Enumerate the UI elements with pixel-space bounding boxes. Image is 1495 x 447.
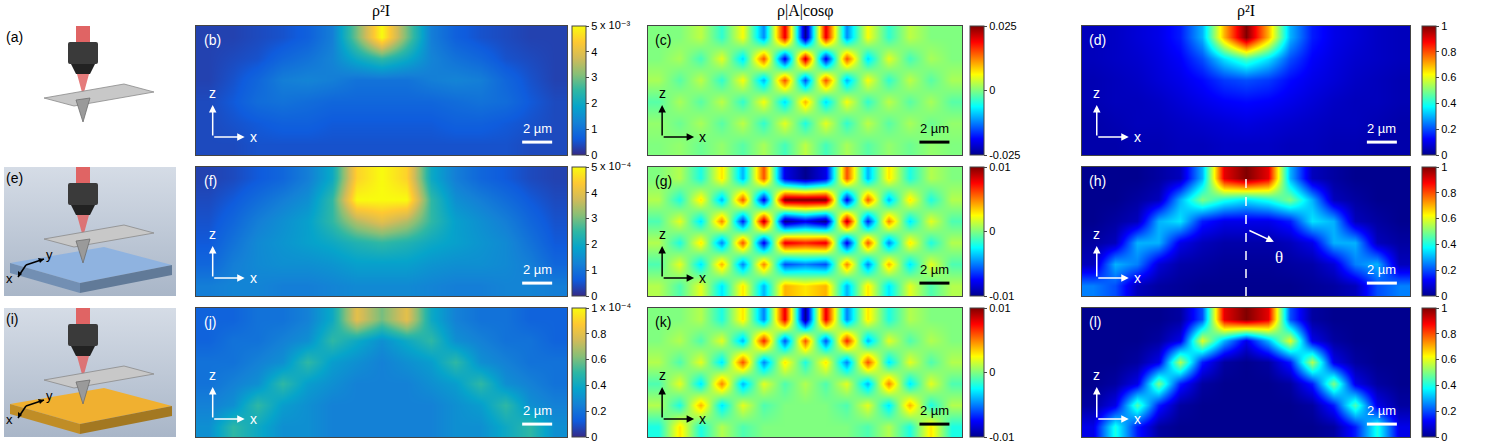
svg-text:2 µm: 2 µm (920, 403, 949, 418)
svg-text:0.2: 0.2 (1441, 264, 1456, 276)
svg-text:x 10⁻⁴: x 10⁻⁴ (600, 301, 632, 313)
svg-text:x 10⁻³: x 10⁻³ (600, 19, 631, 31)
svg-text:x: x (699, 411, 706, 427)
svg-text:0: 0 (989, 225, 995, 237)
svg-text:2 µm: 2 µm (920, 262, 949, 277)
svg-text:(i): (i) (6, 311, 18, 327)
svg-text:0.01: 0.01 (989, 302, 1010, 314)
svg-text:3: 3 (591, 71, 597, 83)
svg-text:4: 4 (591, 46, 597, 58)
svg-text:x: x (250, 129, 257, 145)
svg-text:z: z (1093, 226, 1100, 242)
svg-text:x: x (1134, 129, 1141, 145)
svg-text:0: 0 (1441, 290, 1447, 302)
svg-text:z: z (209, 367, 216, 383)
svg-text:(d): (d) (1089, 32, 1106, 48)
svg-text:z: z (659, 85, 666, 101)
svg-text:0: 0 (989, 366, 995, 378)
svg-text:0.2: 0.2 (1441, 123, 1456, 135)
svg-text:1: 1 (1441, 161, 1447, 173)
svg-text:0: 0 (1441, 149, 1447, 161)
svg-text:-0.01: -0.01 (989, 431, 1014, 443)
svg-text:z: z (1093, 367, 1100, 383)
svg-text:1: 1 (591, 123, 597, 135)
svg-text:z: z (659, 367, 666, 383)
svg-text:(j): (j) (204, 314, 216, 330)
svg-text:2 µm: 2 µm (920, 121, 949, 136)
svg-text:(l): (l) (1089, 314, 1101, 330)
svg-text:ρ²I: ρ²I (372, 2, 390, 20)
svg-text:0.8: 0.8 (1441, 187, 1456, 199)
svg-text:z: z (209, 85, 216, 101)
svg-text:0: 0 (591, 149, 597, 161)
svg-text:0.025: 0.025 (989, 20, 1017, 32)
svg-text:0.2: 0.2 (591, 405, 606, 417)
svg-text:ρ²I: ρ²I (1237, 2, 1255, 20)
svg-text:1: 1 (1441, 20, 1447, 32)
svg-text:0.4: 0.4 (1441, 238, 1456, 250)
svg-text:(k): (k) (655, 314, 671, 330)
svg-text:0.6: 0.6 (1441, 71, 1456, 83)
svg-text:(g): (g) (655, 173, 672, 189)
svg-text:1: 1 (1441, 302, 1447, 314)
svg-text:3: 3 (591, 212, 597, 224)
svg-text:2 µm: 2 µm (523, 262, 552, 277)
svg-text:x: x (250, 270, 257, 286)
svg-text:0.4: 0.4 (1441, 379, 1456, 391)
svg-text:4: 4 (591, 187, 597, 199)
svg-text:x: x (699, 129, 706, 145)
svg-text:0.2: 0.2 (1441, 405, 1456, 417)
svg-text:(f): (f) (204, 173, 217, 189)
svg-text:x: x (250, 411, 257, 427)
svg-text:2 µm: 2 µm (1367, 121, 1396, 136)
svg-text:(b): (b) (204, 32, 221, 48)
svg-text:z: z (1093, 85, 1100, 101)
svg-text:0: 0 (989, 84, 995, 96)
svg-text:-0.01: -0.01 (989, 290, 1014, 302)
svg-text:2 µm: 2 µm (1367, 403, 1396, 418)
svg-text:2: 2 (591, 97, 597, 109)
svg-text:(h): (h) (1089, 173, 1106, 189)
svg-text:0.8: 0.8 (591, 328, 606, 340)
svg-text:z: z (659, 226, 666, 242)
svg-text:0.6: 0.6 (1441, 212, 1456, 224)
svg-text:2: 2 (591, 238, 597, 250)
svg-text:y: y (46, 388, 53, 403)
svg-text:y: y (46, 247, 53, 262)
svg-text:5: 5 (591, 20, 597, 32)
svg-text:0.4: 0.4 (591, 379, 606, 391)
svg-text:2 µm: 2 µm (1367, 262, 1396, 277)
svg-text:0: 0 (591, 290, 597, 302)
svg-text:2 µm: 2 µm (523, 403, 552, 418)
svg-text:x: x (1134, 411, 1141, 427)
svg-text:ρ|A|cosφ: ρ|A|cosφ (777, 2, 834, 20)
svg-text:x: x (6, 271, 13, 286)
svg-text:1: 1 (591, 302, 597, 314)
svg-text:0.8: 0.8 (1441, 328, 1456, 340)
svg-text:-0.025: -0.025 (989, 149, 1020, 161)
svg-text:(c): (c) (655, 32, 671, 48)
svg-text:0.6: 0.6 (591, 353, 606, 365)
svg-text:0.8: 0.8 (1441, 46, 1456, 58)
svg-text:x 10⁻⁴: x 10⁻⁴ (600, 160, 632, 172)
svg-text:(e): (e) (6, 170, 23, 186)
svg-text:z: z (209, 226, 216, 242)
svg-text:0.6: 0.6 (1441, 353, 1456, 365)
svg-text:0.01: 0.01 (989, 161, 1010, 173)
svg-text:0: 0 (1441, 431, 1447, 443)
svg-text:x: x (699, 270, 706, 286)
svg-text:0: 0 (591, 431, 597, 443)
svg-text:x: x (6, 412, 13, 427)
svg-text:5: 5 (591, 161, 597, 173)
svg-text:2 µm: 2 µm (523, 121, 552, 136)
svg-text:x: x (1134, 270, 1141, 286)
svg-text:θ: θ (1275, 248, 1283, 267)
svg-text:(a): (a) (6, 29, 23, 45)
svg-text:1: 1 (591, 264, 597, 276)
svg-text:0.4: 0.4 (1441, 97, 1456, 109)
